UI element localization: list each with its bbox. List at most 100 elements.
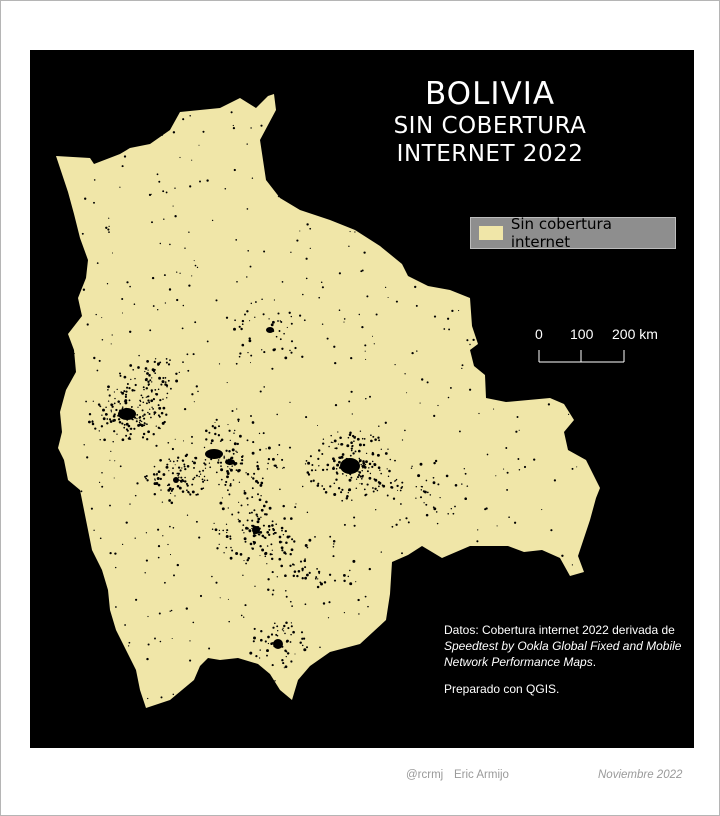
coverage-dot xyxy=(240,614,243,617)
coverage-dot xyxy=(325,693,328,696)
coverage-dot xyxy=(341,443,344,445)
coverage-dot xyxy=(360,463,362,466)
coverage-dot xyxy=(338,460,341,464)
coverage-dot xyxy=(576,466,578,468)
coverage-dot xyxy=(111,252,114,254)
coverage-dot xyxy=(395,478,398,481)
coverage-dot xyxy=(165,465,169,469)
coverage-dot xyxy=(330,441,333,443)
coverage-dot xyxy=(247,556,250,560)
coverage-dot xyxy=(461,223,464,225)
coverage-dot xyxy=(224,483,227,486)
coverage-dot xyxy=(165,384,169,387)
coverage-dot xyxy=(234,319,236,322)
coverage-dot xyxy=(146,360,149,363)
coverage-dot xyxy=(384,286,387,289)
coverage-dot xyxy=(102,649,104,651)
coverage-dot xyxy=(231,513,234,516)
coverage-dot xyxy=(243,616,245,618)
coverage-dot xyxy=(267,578,270,581)
coverage-dot xyxy=(223,456,226,459)
coverage-dot xyxy=(220,478,223,481)
coverage-dot xyxy=(213,676,216,678)
coverage-dot xyxy=(239,352,242,355)
coverage-dot xyxy=(253,627,256,630)
urban-area-cochabamba xyxy=(225,459,235,465)
coverage-dot xyxy=(184,247,186,249)
coverage-dot xyxy=(110,411,113,413)
coverage-dot xyxy=(389,481,392,484)
coverage-dot xyxy=(73,353,75,355)
map-title-block: BOLIVIA SIN COBERTURA INTERNET 2022 xyxy=(370,76,610,168)
coverage-dot xyxy=(359,475,362,478)
coverage-dot xyxy=(204,459,207,461)
coverage-dot xyxy=(102,408,105,412)
coverage-dot xyxy=(199,473,202,475)
coverage-dot xyxy=(396,484,399,488)
coverage-dot xyxy=(251,421,255,424)
coverage-dot xyxy=(304,558,306,560)
credits-source-name: Speedtest by Ookla Global Fixed and Mobi… xyxy=(444,639,682,669)
coverage-dot xyxy=(144,572,146,574)
coverage-dot xyxy=(571,564,573,566)
coverage-dot xyxy=(153,482,157,486)
coverage-dot xyxy=(236,451,238,454)
coverage-dot xyxy=(162,377,165,379)
coverage-dot xyxy=(289,641,292,643)
coverage-dot xyxy=(215,299,218,302)
coverage-dot xyxy=(151,381,153,383)
coverage-dot xyxy=(332,441,334,444)
coverage-dot xyxy=(246,439,249,442)
coverage-dot xyxy=(101,127,104,130)
coverage-dot xyxy=(275,523,278,526)
coverage-dot xyxy=(100,425,104,428)
coverage-dot xyxy=(235,469,238,471)
coverage-dot xyxy=(432,476,435,479)
coverage-dot xyxy=(226,470,229,473)
coverage-dot xyxy=(447,182,449,184)
coverage-dot xyxy=(399,503,402,505)
coverage-dot xyxy=(145,377,148,381)
coverage-dot xyxy=(306,223,309,226)
coverage-dot xyxy=(199,594,203,598)
coverage-dot xyxy=(227,598,229,600)
coverage-dot xyxy=(179,469,182,472)
coverage-dot xyxy=(281,629,284,631)
coverage-dot xyxy=(194,321,197,324)
coverage-dot xyxy=(159,477,162,481)
coverage-dot xyxy=(253,543,255,545)
coverage-dot xyxy=(478,412,480,415)
coverage-dot xyxy=(335,447,338,450)
coverage-dot xyxy=(418,670,421,673)
coverage-dot xyxy=(449,386,452,389)
coverage-dot xyxy=(267,524,271,528)
coverage-dot xyxy=(406,392,408,394)
coverage-dot xyxy=(263,536,266,539)
coverage-dot xyxy=(256,461,259,464)
coverage-dot xyxy=(365,452,368,455)
coverage-dot xyxy=(226,531,228,534)
coverage-dot xyxy=(282,627,284,629)
coverage-dot xyxy=(71,494,75,497)
coverage-dot xyxy=(142,401,145,404)
coverage-dot xyxy=(153,360,156,364)
coverage-dot xyxy=(229,556,233,560)
coverage-dot xyxy=(201,478,204,481)
coverage-dot xyxy=(264,640,267,643)
scale-bar-line xyxy=(538,350,625,363)
coverage-dot xyxy=(305,460,308,462)
coverage-dot xyxy=(304,649,307,651)
coverage-dot xyxy=(461,364,464,367)
coverage-dot xyxy=(264,552,267,556)
coverage-dot xyxy=(338,309,341,311)
coverage-dot xyxy=(182,118,185,121)
coverage-dot xyxy=(553,479,557,482)
coverage-dot xyxy=(172,487,175,490)
coverage-dot xyxy=(198,144,200,146)
coverage-dot xyxy=(290,517,293,520)
coverage-dot xyxy=(113,430,116,433)
coverage-dot xyxy=(379,469,381,471)
coverage-dot xyxy=(152,397,156,401)
coverage-dot xyxy=(301,355,304,358)
coverage-dot xyxy=(181,459,185,462)
